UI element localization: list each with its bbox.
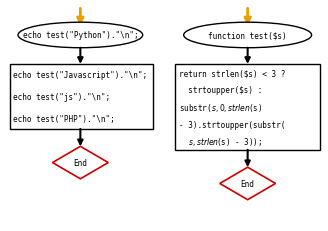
Text: echo test("PHP")."\n";: echo test("PHP")."\n";: [13, 114, 115, 123]
Polygon shape: [52, 147, 108, 179]
Text: return strlen($s) < 3 ?: return strlen($s) < 3 ?: [179, 69, 285, 78]
Ellipse shape: [184, 23, 312, 49]
Text: End: End: [241, 179, 255, 188]
Text: echo test("js")."\n";: echo test("js")."\n";: [13, 93, 110, 101]
Text: $s, strlen($s) - 3));: $s, strlen($s) - 3));: [179, 136, 262, 148]
Text: echo test("Python")."\n";: echo test("Python")."\n";: [23, 31, 138, 40]
Text: substr($s, 0, strlen($s): substr($s, 0, strlen($s): [179, 101, 262, 113]
Text: function test($s): function test($s): [208, 31, 287, 40]
Text: strtoupper($s) :: strtoupper($s) :: [179, 86, 262, 95]
Text: End: End: [73, 158, 87, 167]
Bar: [10, 65, 153, 129]
Ellipse shape: [18, 23, 143, 49]
Polygon shape: [220, 167, 276, 200]
Text: - 3).strtoupper(substr(: - 3).strtoupper(substr(: [179, 120, 285, 129]
Bar: [175, 65, 320, 150]
Text: echo test("Javascript")."\n";: echo test("Javascript")."\n";: [13, 71, 147, 80]
